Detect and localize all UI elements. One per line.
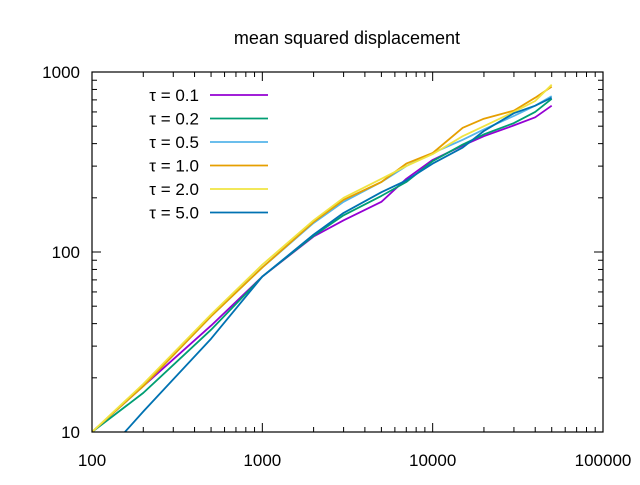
legend-label: τ = 0.1 bbox=[149, 86, 199, 105]
legend-label: τ = 1.0 bbox=[149, 157, 199, 176]
legend: τ = 0.1 τ = 0.2 τ = 0.5 τ = 1.0 τ = 2.0 τ = 5… bbox=[149, 86, 268, 223]
axis-ticks bbox=[91, 71, 604, 433]
y-tick-label: 100 bbox=[52, 243, 80, 262]
legend-label: τ = 0.2 bbox=[149, 110, 199, 129]
series-line bbox=[92, 84, 553, 432]
chart-title: mean squared displacement bbox=[234, 28, 460, 48]
plot-frame bbox=[91, 71, 604, 433]
x-tick-label: 1000 bbox=[243, 451, 281, 470]
x-tick-label: 100000 bbox=[575, 451, 632, 470]
tick-labels: 100 1000 10000 100000 10 100 1000 bbox=[42, 63, 631, 470]
legend-label: τ = 0.5 bbox=[149, 133, 199, 152]
series-lines bbox=[92, 84, 553, 432]
y-tick-label: 1000 bbox=[42, 63, 80, 82]
series-line bbox=[92, 98, 553, 432]
legend-label: τ = 5.0 bbox=[149, 204, 199, 223]
series-line bbox=[124, 96, 553, 432]
legend-label: τ = 2.0 bbox=[149, 180, 199, 199]
y-tick-label: 10 bbox=[61, 423, 80, 442]
x-tick-label: 100 bbox=[78, 451, 106, 470]
series-line bbox=[92, 104, 553, 432]
x-tick-label: 10000 bbox=[409, 451, 456, 470]
